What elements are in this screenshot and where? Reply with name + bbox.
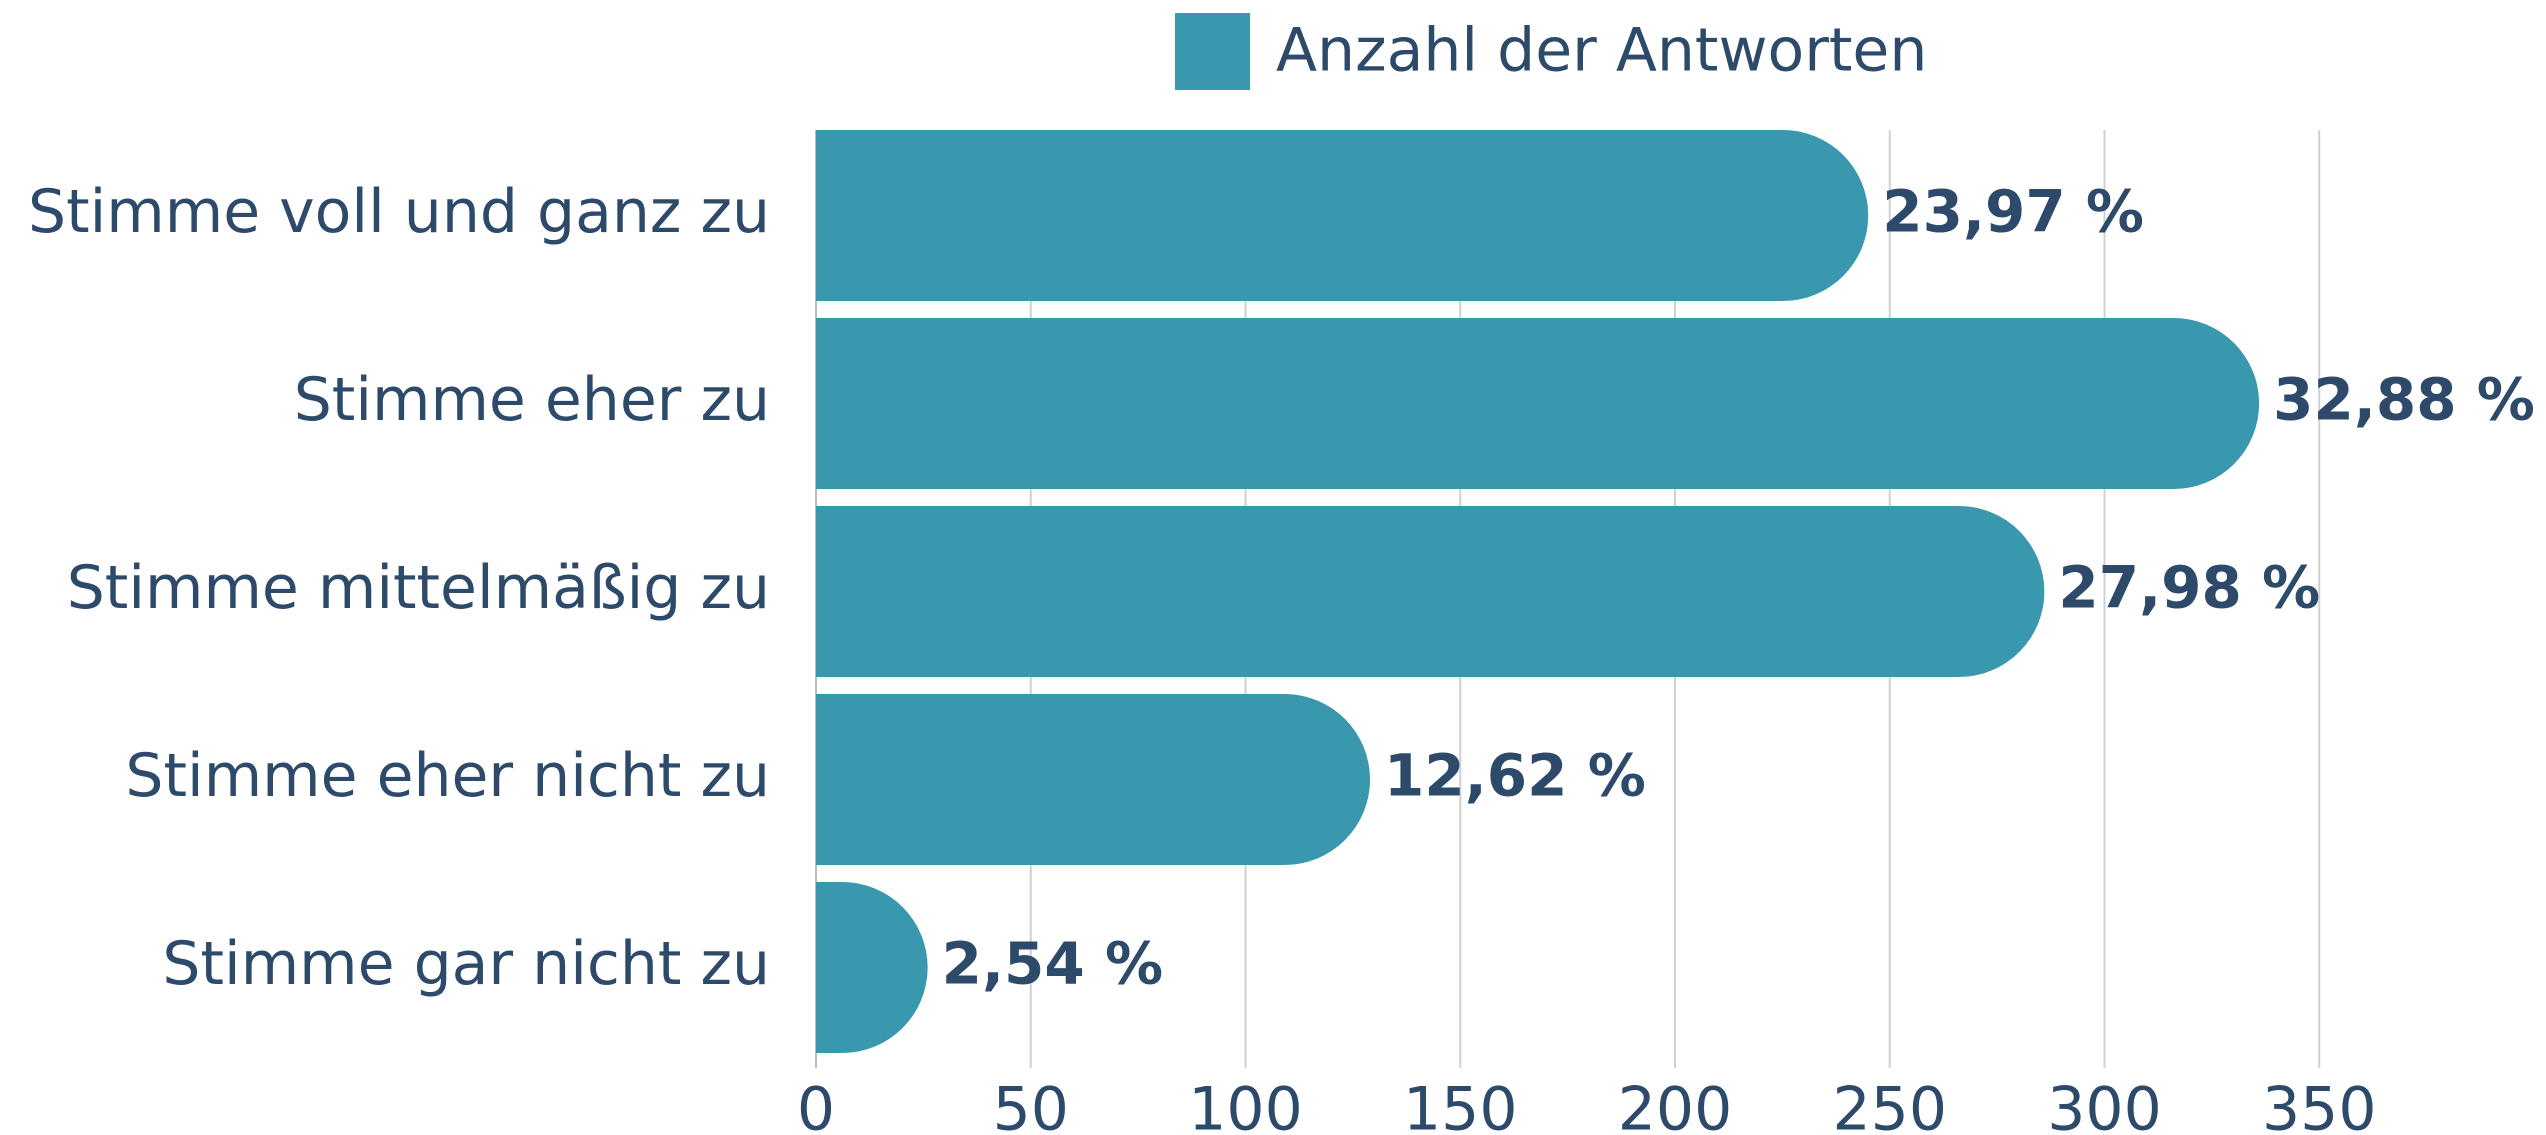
bar: [816, 130, 1869, 301]
x-tick-label: 100: [1188, 1075, 1303, 1135]
value-label: 27,98 %: [2058, 554, 2320, 622]
x-tick-label: 250: [1832, 1075, 1947, 1135]
value-label: 12,62 %: [1384, 742, 1646, 810]
value-label: 32,88 %: [2273, 366, 2535, 434]
x-tick-label: 150: [1403, 1075, 1518, 1135]
bar: [816, 318, 2260, 489]
x-tick-label: 350: [2262, 1075, 2377, 1135]
legend-swatch: [1175, 13, 1250, 90]
x-tick-label: 50: [993, 1075, 1069, 1135]
value-label: 23,97 %: [1882, 178, 2144, 246]
bar: [816, 882, 928, 1053]
bar: [816, 694, 1371, 865]
y-tick-label: Stimme mittelmäßig zu: [67, 553, 770, 623]
x-tick-label: 300: [2047, 1075, 2162, 1135]
value-label: 2,54 %: [942, 930, 1163, 998]
y-tick-label: Stimme voll und ganz zu: [28, 177, 770, 247]
y-tick-label: Stimme eher zu: [294, 365, 770, 435]
y-tick-label: Stimme gar nicht zu: [162, 929, 770, 999]
x-tick-label: 200: [1618, 1075, 1733, 1135]
y-tick-label: Stimme eher nicht zu: [125, 741, 770, 811]
bar: [816, 506, 2045, 677]
legend-label: Anzahl der Antworten: [1276, 16, 1927, 86]
x-tick-label: 0: [797, 1075, 835, 1135]
